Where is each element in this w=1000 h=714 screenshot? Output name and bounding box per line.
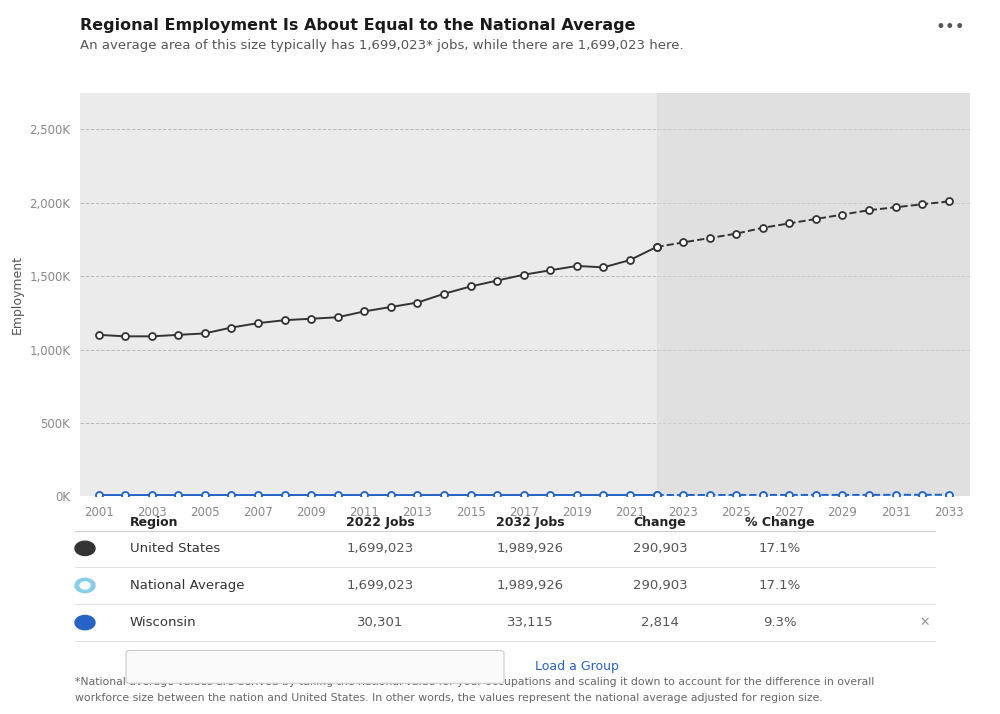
- Text: ✕: ✕: [920, 616, 930, 629]
- Text: *National average values are derived by taking the national value for your occup: *National average values are derived by …: [75, 677, 874, 687]
- Text: An average area of this size typically has 1,699,023* jobs, while there are 1,69: An average area of this size typically h…: [80, 39, 684, 52]
- Text: 2,814: 2,814: [641, 616, 679, 629]
- Bar: [657, 93, 975, 496]
- Text: •••: •••: [935, 18, 965, 36]
- Text: 1,989,926: 1,989,926: [496, 542, 564, 555]
- Text: Change: Change: [634, 516, 686, 528]
- Text: Wisconsin: Wisconsin: [130, 616, 197, 629]
- Text: 1,699,023: 1,699,023: [346, 542, 414, 555]
- Text: % Change: % Change: [745, 516, 815, 528]
- Text: 1,989,926: 1,989,926: [496, 579, 564, 592]
- Text: 290,903: 290,903: [633, 579, 687, 592]
- Text: 290,903: 290,903: [633, 542, 687, 555]
- Y-axis label: Employment: Employment: [11, 255, 24, 334]
- Text: 17.1%: 17.1%: [759, 542, 801, 555]
- Text: 1,699,023: 1,699,023: [346, 579, 414, 592]
- Text: United States: United States: [130, 542, 220, 555]
- Text: 17.1%: 17.1%: [759, 579, 801, 592]
- Text: National Average: National Average: [130, 579, 244, 592]
- Text: Region: Region: [130, 516, 178, 528]
- Text: Add Regions...: Add Regions...: [138, 660, 228, 673]
- Text: 9.3%: 9.3%: [763, 616, 797, 629]
- Text: 2032 Jobs: 2032 Jobs: [496, 516, 564, 528]
- Text: Regional Employment Is About Equal to the National Average: Regional Employment Is About Equal to th…: [80, 18, 636, 33]
- Text: Load a Group: Load a Group: [535, 660, 619, 673]
- Text: workforce size between the nation and United States. In other words, the values : workforce size between the nation and Un…: [75, 693, 823, 703]
- Text: 33,115: 33,115: [507, 616, 553, 629]
- Text: 30,301: 30,301: [357, 616, 403, 629]
- Text: 2022 Jobs: 2022 Jobs: [346, 516, 414, 528]
